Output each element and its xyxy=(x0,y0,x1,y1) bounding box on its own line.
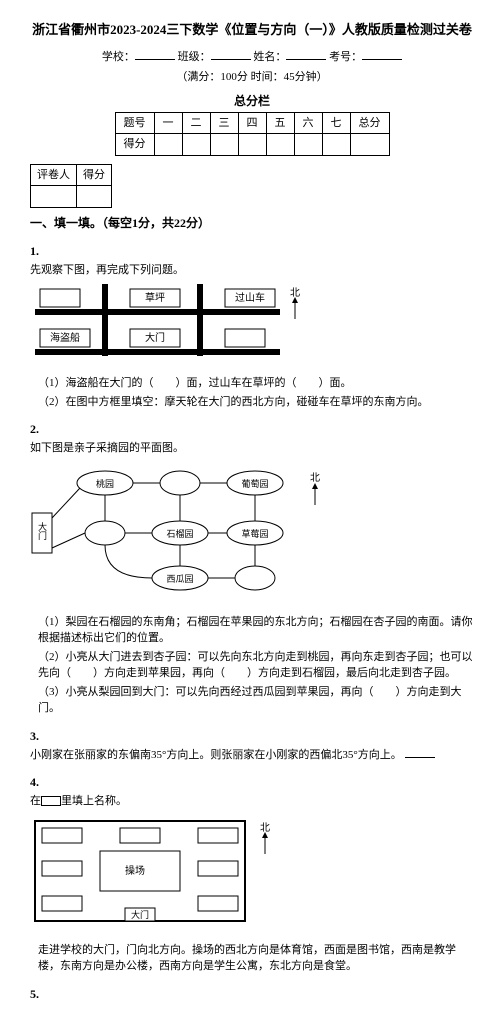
sc-3 xyxy=(210,134,238,156)
q1-intro: 先观察下图，再完成下列问题。 xyxy=(30,262,474,279)
q2-line1: （1）梨园在石榴园的东南角；石榴园在苹果园的东北方向；石榴园在杏子园的南面。请你… xyxy=(38,614,474,647)
score-blank xyxy=(77,186,112,208)
q4-num: 4. xyxy=(30,773,474,791)
q4-diagram: 操场 大门 北 xyxy=(30,816,474,936)
svg-text:草莓园: 草莓园 xyxy=(241,528,268,539)
th-1: 一 xyxy=(154,112,182,134)
sc-6 xyxy=(294,134,322,156)
th-8: 总分 xyxy=(350,112,389,134)
q2-num: 2. xyxy=(30,420,474,438)
svg-text:大门: 大门 xyxy=(131,909,149,920)
q4-box-icon xyxy=(41,796,61,806)
th-6: 六 xyxy=(294,112,322,134)
sc-1 xyxy=(154,134,182,156)
svg-text:操场: 操场 xyxy=(125,864,145,877)
school-label: 学校： xyxy=(102,51,135,63)
score-label-cell: 得分 xyxy=(77,164,112,186)
section-1-head: 一、填一填。（每空1分，共22分） xyxy=(30,214,474,232)
th-4: 四 xyxy=(238,112,266,134)
full-time: （满分：100分 时间：45分钟） xyxy=(30,69,474,86)
q2-diagram: 大门 桃园 葡萄园 石榴园 草莓园 西瓜园 北 xyxy=(30,463,474,608)
name-label: 姓名： xyxy=(253,51,286,63)
sc-7 xyxy=(322,134,350,156)
svg-text:葡萄园: 葡萄园 xyxy=(241,478,268,489)
class-blank xyxy=(211,48,251,60)
school-blank xyxy=(135,48,175,60)
row2-label: 得分 xyxy=(115,134,154,156)
svg-text:大门: 大门 xyxy=(37,520,47,540)
q2-line3: （3）小亮从梨园回到大门：可以先向西经过西瓜园到苹果园，再向（ ）方向走到大门。 xyxy=(38,684,474,717)
svg-text:桃园: 桃园 xyxy=(96,478,114,489)
th-7: 七 xyxy=(322,112,350,134)
sc-4 xyxy=(238,134,266,156)
q4-intro: 在里填上名称。 xyxy=(30,793,474,810)
svg-text:过山车: 过山车 xyxy=(235,291,265,304)
q1-num: 1. xyxy=(30,242,474,260)
svg-text:草坪: 草坪 xyxy=(145,291,165,304)
examno-blank xyxy=(362,48,402,60)
score-table: 题号 一 二 三 四 五 六 七 总分 得分 xyxy=(115,112,390,156)
grader-label: 评卷人 xyxy=(31,164,77,186)
th-5: 五 xyxy=(266,112,294,134)
th-2: 二 xyxy=(182,112,210,134)
q3-num: 3. xyxy=(30,727,474,745)
info-line: 学校： 班级： 姓名： 考号： xyxy=(30,48,474,66)
grader-table: 评卷人得分 xyxy=(30,164,112,208)
q5-num: 5. xyxy=(30,985,474,1003)
q4-line1: 走进学校的大门，门向北方向。操场的西北方向是体育馆，西面是图书馆，西南是教学楼，… xyxy=(38,942,474,975)
q3-blank xyxy=(405,747,435,758)
class-label: 班级： xyxy=(178,51,211,63)
examno-label: 考号： xyxy=(329,51,362,63)
sc-2 xyxy=(182,134,210,156)
q1-diagram: 草坪 过山车 海盗船 大门 北 xyxy=(30,284,474,369)
grader-blank xyxy=(31,186,77,208)
svg-text:石榴园: 石榴园 xyxy=(166,528,193,539)
sc-8 xyxy=(350,134,389,156)
q1-line2: （2）在图中方框里填空：摩天轮在大门的西北方向，碰碰车在草坪的东南方向。 xyxy=(38,394,474,411)
svg-text:大门: 大门 xyxy=(145,331,165,344)
th-0: 题号 xyxy=(115,112,154,134)
page-title: 浙江省衢州市2023-2024三下数学《位置与方向（一）》人教版质量检测过关卷 xyxy=(30,20,474,40)
q2-line2: （2）小亮从大门进去到杏子园：可以先向东北方向走到桃园，再向东走到杏子园；也可以… xyxy=(38,649,474,682)
name-blank xyxy=(286,48,326,60)
q2-intro: 如下图是亲子采摘园的平面图。 xyxy=(30,440,474,457)
q3-text: 小刚家在张丽家的东偏南35°方向上。则张丽家在小刚家的西偏北35°方向上。 xyxy=(30,747,474,764)
svg-text:海盗船: 海盗船 xyxy=(50,331,80,344)
svg-text:北: 北 xyxy=(310,472,320,484)
svg-text:西瓜园: 西瓜园 xyxy=(166,574,193,584)
score-bar-label: 总分栏 xyxy=(30,92,474,110)
q1-line1: （1）海盗船在大门的（ ）面，过山车在草坪的（ ）面。 xyxy=(38,375,474,392)
th-3: 三 xyxy=(210,112,238,134)
sc-5 xyxy=(266,134,294,156)
